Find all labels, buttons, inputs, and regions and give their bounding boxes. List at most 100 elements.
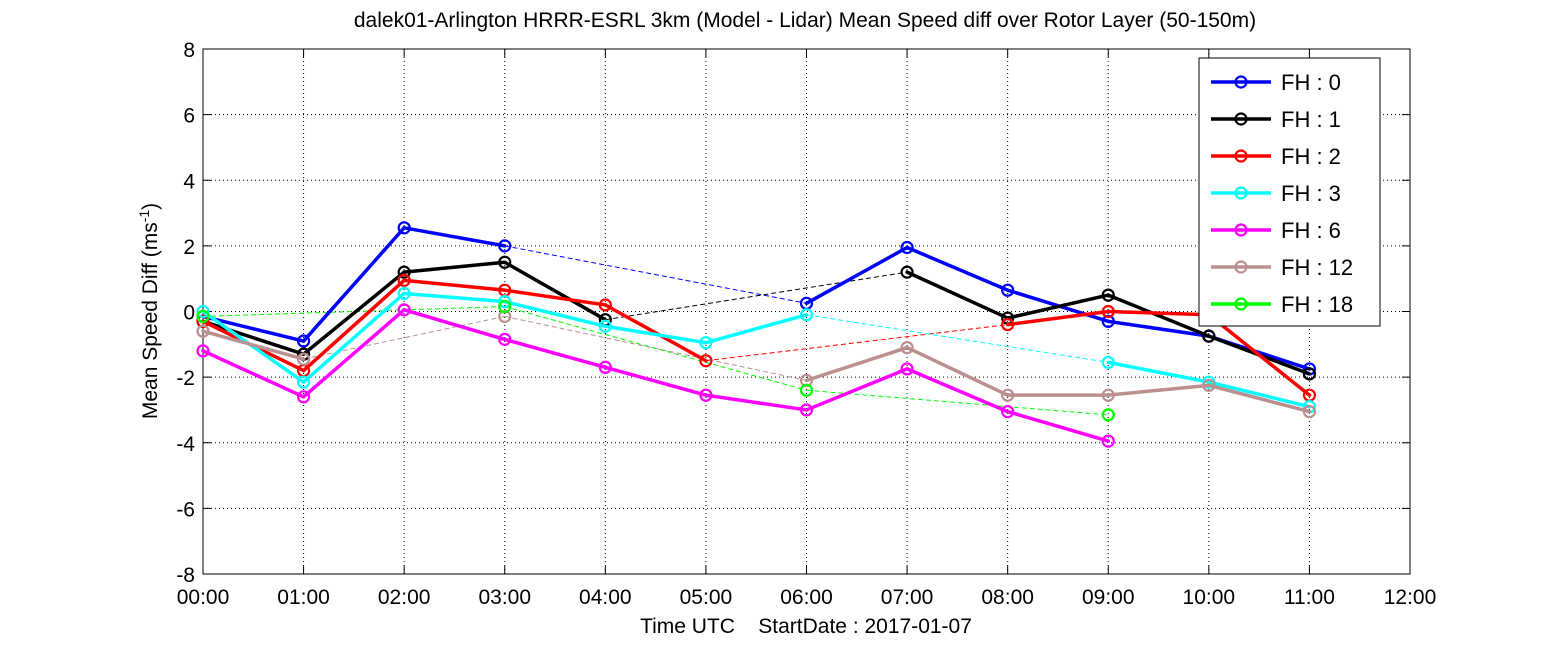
legend-label: FH : 2 [1281,144,1341,169]
series-segment [201,319,306,356]
series-segment [1005,293,1110,320]
series-segment [201,314,306,343]
legend-label: FH : 3 [1281,181,1341,206]
legend-label: FH : 18 [1281,292,1353,317]
series-point [397,273,411,287]
series-segment [1207,383,1312,414]
series-point [397,286,411,301]
legend-marker [1234,112,1248,126]
y-tick-label: -6 [176,498,195,521]
series-point [196,309,210,324]
series-segment [301,270,406,356]
series-segment [905,245,1010,292]
series-point [498,309,512,324]
x-tick-label: 10:00 [1183,586,1236,609]
legend-label: FH : 1 [1281,107,1341,132]
series-segment [905,345,1010,397]
series-point [196,314,210,328]
legend-marker [1234,186,1248,200]
series-segment [402,308,507,342]
series-point [900,340,914,355]
series-segment [301,291,406,384]
legend-item: FH : 0 [1211,70,1341,95]
series-segment [704,393,809,412]
series-point [1001,404,1015,419]
series-gap-segment [806,314,1109,363]
series-point [799,383,814,397]
series-lines [196,221,1317,448]
series-point [1101,314,1115,328]
x-tick-label: 08:00 [981,586,1034,609]
y-tick-label: -4 [176,433,195,456]
series-point [296,334,311,348]
series-point [397,221,411,235]
series-point [799,308,814,322]
series-point [196,304,210,319]
series-point [598,319,612,333]
y-axis-label: Mean Speed Diff (ms-1) [136,203,162,419]
x-tick-label: 01:00 [277,586,330,609]
series-point [1302,404,1317,419]
chart-title: dalek01-Arlington HRRR-ESRL 3km (Model -… [354,9,1256,32]
series-point [397,303,411,317]
series-point [1001,283,1015,297]
series-segment [301,308,406,399]
series-point [598,360,612,374]
series-segment [1207,380,1312,409]
series-segment [1106,293,1211,338]
series-point [296,352,311,366]
series-point [296,390,311,404]
series-point [900,240,914,255]
series-point [498,255,512,269]
y-tick-label: -8 [176,564,195,587]
series-point [598,298,612,312]
x-axis-tick-labels: 00:00 01:00 02:00 03:00 04:00 05:00 06:00 07:00… [177,586,1437,609]
series-point [1101,408,1115,422]
series-segment [804,245,909,306]
series-point [799,373,814,388]
legend-item: FH : 6 [1211,218,1341,243]
y-axis-tick-labels: -8 -6 -4 -2 0 2 4 6 8 [176,39,195,587]
y-tick-label: 4 [183,170,195,193]
x-axis-label: Time UTC StartDate : 2017-01-07 [640,615,972,638]
series-point [1001,318,1015,332]
series-gap-segment [705,324,1008,362]
x-tick-label: 07:00 [881,586,934,609]
x-tick-label: 03:00 [478,586,531,609]
series-point [196,324,210,338]
x-tick-label: 12:00 [1384,586,1437,609]
series-point [498,332,512,346]
series-segment [301,278,406,373]
series-point [498,299,512,314]
legend-item: FH : 2 [1211,144,1341,169]
y-tick-label: 0 [183,302,195,325]
series-segment [603,365,708,397]
series-fh-6 [196,303,1115,448]
series-point [498,295,512,309]
series-segment [503,288,608,307]
series-gap-segment [202,306,505,317]
x-tick-label: 11:00 [1284,586,1335,609]
legend-marker [1234,260,1248,274]
x-tick-label: 02:00 [378,586,431,609]
series-segment [1005,309,1110,327]
series-segment [503,260,608,322]
legend-item: FH : 3 [1211,181,1341,206]
legend-item: FH : 18 [1211,292,1353,317]
y-tick-label: 8 [183,39,195,62]
legend-item: FH : 12 [1211,255,1353,280]
series-point [699,354,713,368]
series-segment [402,291,507,304]
series-point [1202,378,1216,392]
x-tick-label: 00:00 [177,586,230,609]
series-point [1202,329,1216,343]
legend-label: FH : 6 [1281,218,1341,243]
axis-ticks [202,48,1411,575]
series-segment [704,313,809,345]
x-tick-label: 05:00 [680,586,733,609]
series-segment [201,349,306,399]
series-point [1101,304,1115,319]
series-segment [1005,409,1110,443]
series-segment [1106,319,1211,338]
